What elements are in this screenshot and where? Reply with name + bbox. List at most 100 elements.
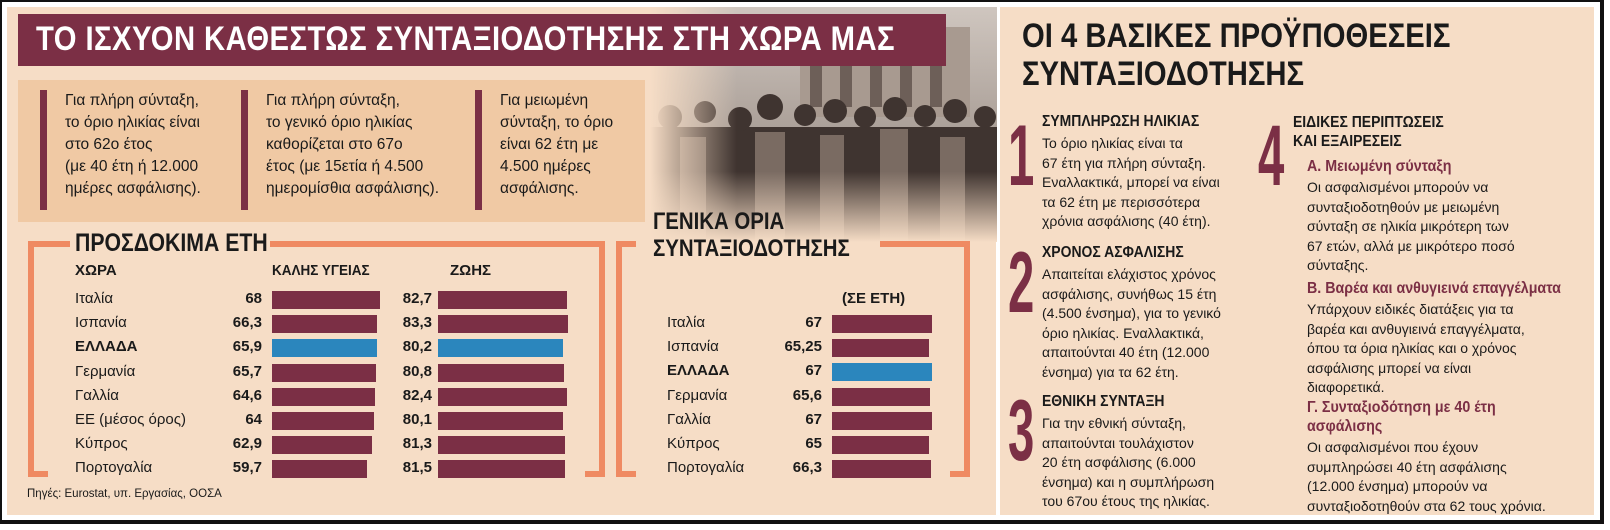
chart2-value: 65,6 — [792, 386, 822, 404]
chart2-bar — [832, 315, 932, 333]
chart1-series-life-header: ΖΩΗΣ — [450, 262, 492, 279]
chart2-bar — [832, 339, 930, 358]
condition-4-heading-line-2: ΚΑΙ ΕΞΑΙΡΕΣΕΙΣ — [1293, 133, 1402, 150]
chart1-health-bar — [272, 436, 372, 455]
condition-1-heading: ΣΥΜΠΛΗΡΩΣΗ ΗΛΙΚΙΑΣ — [1042, 113, 1200, 130]
chart1-life-bar — [438, 291, 568, 309]
chart2-unit-label: (ΣΕ ΕΤΗ) — [842, 290, 906, 307]
right-panel — [1000, 7, 1594, 515]
condition-2-heading: ΧΡΟΝΟΣ ΑΣΦΑΛΙΣΗΣ — [1042, 244, 1184, 261]
chart2-category-label: Γαλλία — [667, 410, 711, 428]
chart1-category-label: ΕΕ (μέσος όρος) — [75, 411, 186, 428]
chart1-life-bar — [438, 387, 567, 406]
info-box-3: Για μειωμένη σύνταξη, το όριο είναι 62 έ… — [475, 90, 640, 210]
main-title: ΤΟ ΙΣΧΥΟΝ ΚΑΘΕΣΤΩΣ ΣΥΝΤΑΞΙΟΔΟΤΗΣΗΣ ΣΤΗ Χ… — [36, 20, 895, 58]
chart2-value: 65,25 — [784, 338, 822, 356]
chart1-health-bar — [272, 363, 377, 382]
source-note: Πηγές: Eurostat, υπ. Εργασίας, ΟΟΣΑ — [27, 488, 222, 500]
chart2-title-line-1: ΓΕΝΙΚΑ ΟΡΙΑ — [653, 208, 785, 235]
condition-4b-text: Υπάρχουν ειδικές διατάξεις για τα βαρέα … — [1307, 301, 1525, 395]
chart2-title: ΓΕΝΙΚΑ ΟΡΙΑ ΣΥΝΤΑΞΙΟΔΟΤΗΣΗΣ — [653, 208, 850, 262]
chart1-health-bar — [272, 412, 374, 430]
panel-divider — [996, 7, 1000, 515]
info-box-1: Για πλήρη σύνταξη, το όριο ηλικίας είναι… — [40, 90, 240, 210]
condition-4-heading-line-1: ΕΙΔΙΚΕΣ ΠΕΡΙΠΤΩΣΕΙΣ — [1293, 114, 1444, 131]
chart1-health-value: 65,7 — [232, 362, 262, 380]
chart2-category-label: Γερμανία — [667, 386, 728, 404]
condition-4c-heading: Γ. Συνταξιοδότηση με 40 έτη ασφάλισης — [1307, 398, 1496, 436]
chart1-life-bar — [438, 460, 566, 479]
chart1-health-bar — [272, 315, 378, 334]
chart2-category-label: ΕΛΛΑΔΑ — [667, 362, 730, 380]
condition-2-text: Απαιτείται ελάχιστος χρόνος ασφάλισης, σ… — [1042, 266, 1221, 380]
chart1-health-value: 64,6 — [232, 386, 262, 404]
chart1-life-value: 82,4 — [402, 386, 432, 404]
condition-4c-heading-line-2: ασφάλισης — [1307, 418, 1383, 435]
chart2-category-label: Ιταλία — [667, 314, 706, 331]
chart1-left-bracket — [28, 241, 48, 477]
chart1-bracket-top-right — [270, 241, 586, 247]
chart1-series-health-header: ΚΑΛΗΣ ΥΓΕΙΑΣ — [272, 262, 370, 279]
chart2-left-bracket — [616, 241, 636, 477]
chart1-life-bar — [438, 412, 563, 430]
chart1-health-value: 64 — [245, 411, 262, 428]
chart1-category-label: Ιταλία — [75, 290, 114, 307]
chart2-title-line-2: ΣΥΝΤΑΞΙΟΔΟΤΗΣΗΣ — [653, 235, 850, 262]
chart1-health-bar — [272, 387, 375, 406]
chart1-category-label: Γαλλία — [75, 386, 119, 404]
chart1-health-value: 59,7 — [232, 459, 262, 477]
chart1-health-value: 62,9 — [232, 435, 262, 453]
chart1-health-value: 66,3 — [232, 314, 262, 332]
chart2-category-label: Πορτογαλία — [667, 459, 745, 477]
chart2-bar — [832, 436, 929, 454]
main-title-bar: ΤΟ ΙΣΧΥΟΝ ΚΑΘΕΣΤΩΣ ΣΥΝΤΑΞΙΟΔΟΤΗΣΗΣ ΣΤΗ Χ… — [18, 14, 946, 66]
chart2-right-bracket — [950, 241, 970, 477]
chart1-health-value: 65,9 — [232, 338, 262, 356]
condition-4a-text: Οι ασφαλισμένοι μπορούν να συνταξιοδοτηθ… — [1307, 179, 1515, 273]
chart2-bracket-top-right — [880, 241, 952, 247]
chart1-life-value: 80,8 — [402, 362, 432, 380]
chart1-category-label: Κύπρος — [75, 435, 128, 453]
condition-2-number: 2 — [1008, 235, 1035, 331]
conditions-title: ΟΙ 4 ΒΑΣΙΚΕΣ ΠΡΟΫΠΟΘΕΣΕΙΣ ΣΥΝΤΑΞΙΟΔΟΤΗΣΗ… — [1022, 17, 1450, 93]
chart1-life-value: 81,5 — [402, 459, 432, 477]
chart1-title: ΠΡΟΣΔΟΚΙΜΑ ΕΤΗ — [75, 229, 268, 257]
chart2-bar — [832, 411, 932, 430]
condition-4c-heading-line-1: Γ. Συνταξιοδότηση με 40 έτη — [1307, 399, 1496, 416]
chart1-life-bar — [438, 436, 565, 455]
chart1-bracket-top-left — [48, 241, 70, 247]
condition-4-heading: ΕΙΔΙΚΕΣ ΠΕΡΙΠΤΩΣΕΙΣ ΚΑΙ ΕΞΑΙΡΕΣΕΙΣ — [1293, 113, 1444, 151]
chart1-category-label: ΕΛΛΑΔΑ — [75, 338, 138, 356]
condition-4a-heading: Α. Μειωμένη σύνταξη — [1307, 158, 1452, 175]
condition-4-number: 4 — [1258, 108, 1285, 204]
chart2-value: 67 — [805, 362, 822, 380]
chart1-life-bar — [438, 315, 568, 334]
condition-1-text: Το όριο ηλικίας είναι τα 67 έτη για πλήρ… — [1042, 135, 1220, 229]
chart1-life-value: 81,3 — [402, 435, 432, 453]
chart1-health-bar — [272, 291, 380, 309]
chart1-health-value: 68 — [245, 290, 262, 307]
condition-3-heading: ΕΘΝΙΚΗ ΣΥΝΤΑΞΗ — [1042, 393, 1165, 410]
chart2-value: 67 — [805, 314, 822, 331]
chart1-life-bar — [438, 363, 565, 382]
condition-3-number: 3 — [1008, 383, 1035, 479]
chart1-right-bracket — [585, 241, 605, 477]
chart1-health-bar — [272, 339, 377, 358]
chart2-bar — [832, 363, 932, 382]
chart2-value: 67 — [805, 410, 822, 428]
conditions-title-line-2: ΣΥΝΤΑΞΙΟΔΟΤΗΣΗΣ — [1022, 55, 1305, 93]
chart2-value: 65 — [805, 435, 822, 452]
chart2-category-label: Κύπρος — [667, 435, 720, 452]
info-box-2: Για πλήρη σύνταξη, το γενικό όριο ηλικία… — [241, 90, 466, 210]
chart2-bar — [832, 387, 930, 406]
chart1-life-value: 80,1 — [402, 411, 432, 428]
chart1-life-bar — [438, 339, 564, 358]
chart1-life-value: 83,3 — [402, 314, 432, 332]
chart1-life-value: 82,7 — [402, 290, 432, 307]
condition-4c-text: Οι ασφαλισμένοι που έχουν συμπληρώσει 40… — [1307, 439, 1546, 514]
chart1-life-value: 80,2 — [402, 338, 432, 356]
info-box: Για πλήρη σύνταξη, το όριο ηλικίας είναι… — [18, 80, 645, 222]
chart2-value: 66,3 — [792, 459, 822, 477]
condition-4b-heading: Β. Βαρέα και ανθυγιεινά επαγγέλματα — [1307, 280, 1561, 297]
